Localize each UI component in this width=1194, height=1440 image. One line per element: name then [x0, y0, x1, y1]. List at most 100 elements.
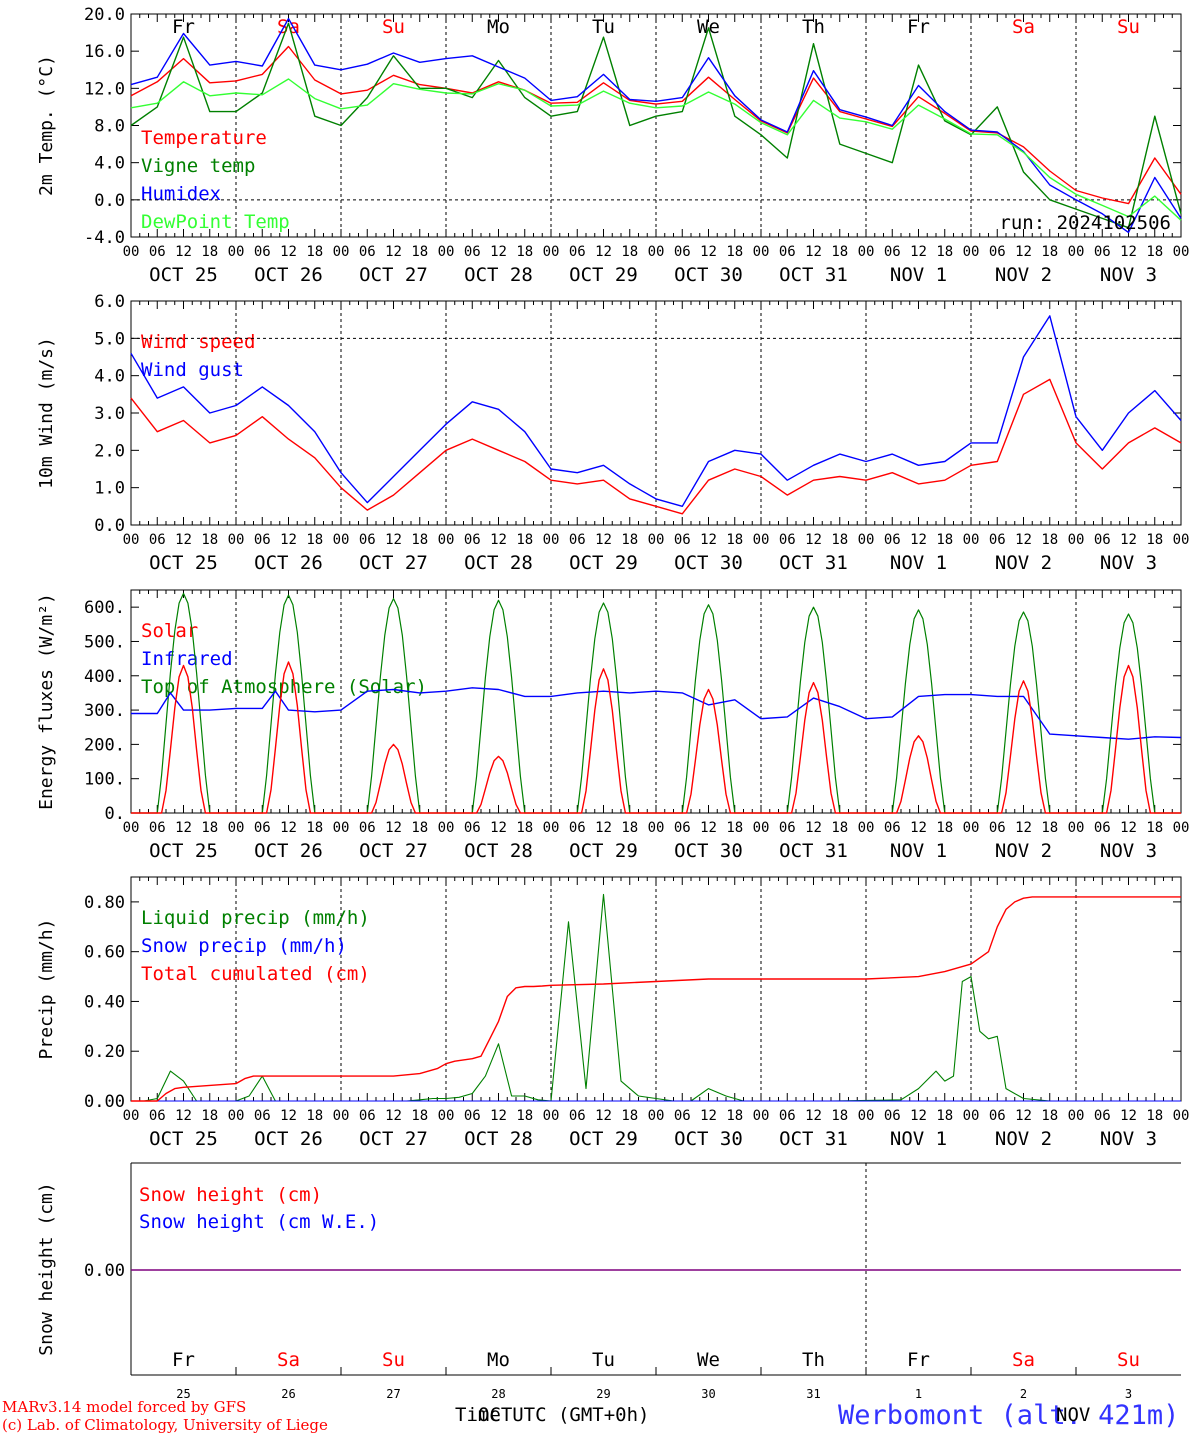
hour-tick-label: 00: [438, 244, 455, 260]
hour-tick-label: 06: [149, 1108, 166, 1124]
hour-tick-label: 18: [726, 532, 743, 548]
date-tick-label: OCT 25: [149, 264, 218, 286]
weekday-label: Mo: [487, 1349, 510, 1371]
hour-tick-label: 18: [1146, 1108, 1163, 1124]
hour-tick-label: 06: [254, 1108, 271, 1124]
date-tick-label: NOV 3: [1100, 552, 1157, 574]
legend-entry: Snow height (cm): [139, 1184, 322, 1206]
hour-tick-label: 00: [228, 532, 245, 548]
hour-tick-label: 06: [149, 820, 166, 836]
hour-tick-label: 12: [280, 820, 297, 836]
hour-tick-label: 18: [411, 532, 428, 548]
date-tick-label: NOV 3: [1100, 1128, 1157, 1150]
hour-tick-label: 00: [1173, 820, 1190, 836]
date-tick-label: OCT 29: [569, 552, 638, 574]
hour-tick-label: 12: [910, 820, 927, 836]
hour-tick-label: 00: [123, 820, 140, 836]
hour-tick-label: 00: [753, 244, 770, 260]
hour-tick-label: 12: [490, 244, 507, 260]
hour-tick-label: 06: [884, 820, 901, 836]
hour-tick-label: 06: [884, 1108, 901, 1124]
credit-line-1: MARv3.14 model forced by GFS: [2, 1398, 247, 1416]
weekday-label: Sa: [1012, 1349, 1035, 1371]
weekday-label: We: [697, 1349, 720, 1371]
wind-panel: 00 06 12 18 00 06 12 18 00 06 12 18 00 06 12 18 00 06 12 18…: [36, 292, 1189, 574]
hour-tick-label: 18: [201, 820, 218, 836]
day-number-label: 3: [1125, 1387, 1132, 1401]
hour-tick-label: 06: [989, 1108, 1006, 1124]
hour-tick-label: 06: [359, 532, 376, 548]
date-tick-label: OCT 29: [569, 264, 638, 286]
weekday-label: Sa: [1012, 16, 1035, 38]
hour-tick-label: 12: [595, 244, 612, 260]
y-tick-label: 2.0: [94, 441, 125, 461]
legend-entry: Liquid precip (mm/h): [141, 907, 370, 929]
legend-entry: Infrared: [141, 648, 233, 670]
date-tick-label: NOV 1: [890, 264, 947, 286]
hour-tick-label: 00: [228, 820, 245, 836]
date-tick-label: OCT 27: [359, 840, 428, 862]
legend-entry: Temperature: [141, 127, 267, 149]
date-tick-label: OCT 26: [254, 552, 323, 574]
hour-tick-label: 12: [175, 820, 192, 836]
day-number-label: 30: [701, 1387, 715, 1401]
hour-tick-label: 12: [1120, 244, 1137, 260]
hour-tick-label: 00: [648, 820, 665, 836]
hour-tick-label: 18: [516, 244, 533, 260]
hour-tick-label: 00: [1173, 244, 1190, 260]
hour-tick-label: 00: [858, 244, 875, 260]
precip-panel: 00 06 12 18 00 06 12 18 00 06 12 18 00 06 12 18 00 06 12 18…: [36, 876, 1190, 1150]
day-number-label: 2: [1020, 1387, 1027, 1401]
day-number-label: 1: [915, 1387, 922, 1401]
series-line: [130, 45, 1182, 205]
y-tick-label: 0.40: [84, 992, 125, 1012]
y-tick-label: 16.0: [84, 42, 125, 62]
date-tick-label: OCT 31: [779, 840, 848, 862]
hour-tick-label: 12: [175, 1108, 192, 1124]
y-tick-label: 0.0: [94, 191, 125, 211]
hour-tick-label: 12: [280, 532, 297, 548]
hour-tick-label: 12: [385, 820, 402, 836]
hour-tick-label: 12: [1120, 532, 1137, 548]
hour-tick-label: 12: [910, 1108, 927, 1124]
y-tick-label: 300.: [84, 701, 125, 721]
hour-tick-label: 00: [648, 1108, 665, 1124]
y-axis-title: Energy fluxes (W/m²): [36, 593, 57, 810]
hour-tick-label: 18: [411, 1108, 428, 1124]
hour-tick-label: 18: [516, 532, 533, 548]
y-axis-title: Precip (mm/h): [36, 919, 57, 1060]
hour-tick-label: 18: [306, 532, 323, 548]
date-tick-label: OCT 29: [569, 840, 638, 862]
hour-tick-label: 12: [1120, 1108, 1137, 1124]
hour-tick-label: 00: [648, 532, 665, 548]
hour-tick-label: 06: [569, 532, 586, 548]
y-tick-label: 5.0: [94, 329, 125, 349]
hour-tick-label: 00: [753, 532, 770, 548]
date-tick-label: OCT 27: [359, 264, 428, 286]
hour-tick-label: 00: [1068, 244, 1085, 260]
cumulated-precip-line: [131, 896, 1181, 1102]
day-number-label: 28: [491, 1387, 505, 1401]
hour-tick-label: 06: [674, 1108, 691, 1124]
hour-tick-label: 06: [779, 532, 796, 548]
weekday-label: Su: [1117, 1349, 1140, 1371]
y-tick-label: 0.: [105, 804, 125, 824]
month-nov-label: NOV: [1056, 1404, 1091, 1426]
legend-entry: Snow height (cm W.E.): [139, 1211, 379, 1233]
hour-tick-label: 00: [753, 820, 770, 836]
hour-tick-label: 06: [884, 244, 901, 260]
time-axis-month-oct: OCT: [478, 1404, 512, 1426]
hour-tick-label: 06: [1094, 244, 1111, 260]
hour-tick-label: 06: [569, 244, 586, 260]
weekday-label: Tu: [592, 16, 615, 38]
hour-tick-label: 18: [201, 532, 218, 548]
y-tick-label: 0.80: [84, 893, 125, 913]
date-tick-label: NOV 2: [995, 552, 1052, 574]
date-tick-label: OCT 25: [149, 552, 218, 574]
hour-tick-label: 06: [359, 244, 376, 260]
hour-tick-label: 12: [1015, 1108, 1032, 1124]
date-tick-label: NOV 2: [995, 1128, 1052, 1150]
hour-tick-label: 06: [989, 820, 1006, 836]
date-tick-label: NOV 3: [1100, 840, 1157, 862]
hour-tick-label: 00: [1173, 1108, 1190, 1124]
